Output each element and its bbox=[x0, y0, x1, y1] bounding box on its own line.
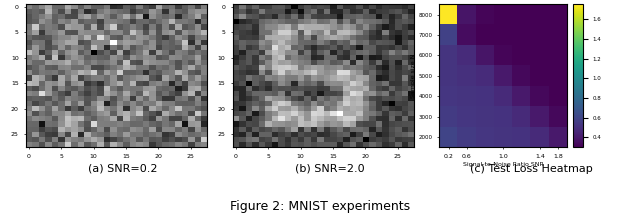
Text: (a) SNR=0.2: (a) SNR=0.2 bbox=[88, 164, 157, 173]
Text: (c) Test Loss Heatmap: (c) Test Loss Heatmap bbox=[470, 164, 593, 173]
X-axis label: Signal-to-Noise Ratio SNR: Signal-to-Noise Ratio SNR bbox=[463, 162, 544, 167]
Text: Figure 2: MNIST experiments: Figure 2: MNIST experiments bbox=[230, 200, 410, 213]
Y-axis label: Sample size N: Sample size N bbox=[411, 54, 416, 98]
Text: (b) SNR=2.0: (b) SNR=2.0 bbox=[295, 164, 364, 173]
